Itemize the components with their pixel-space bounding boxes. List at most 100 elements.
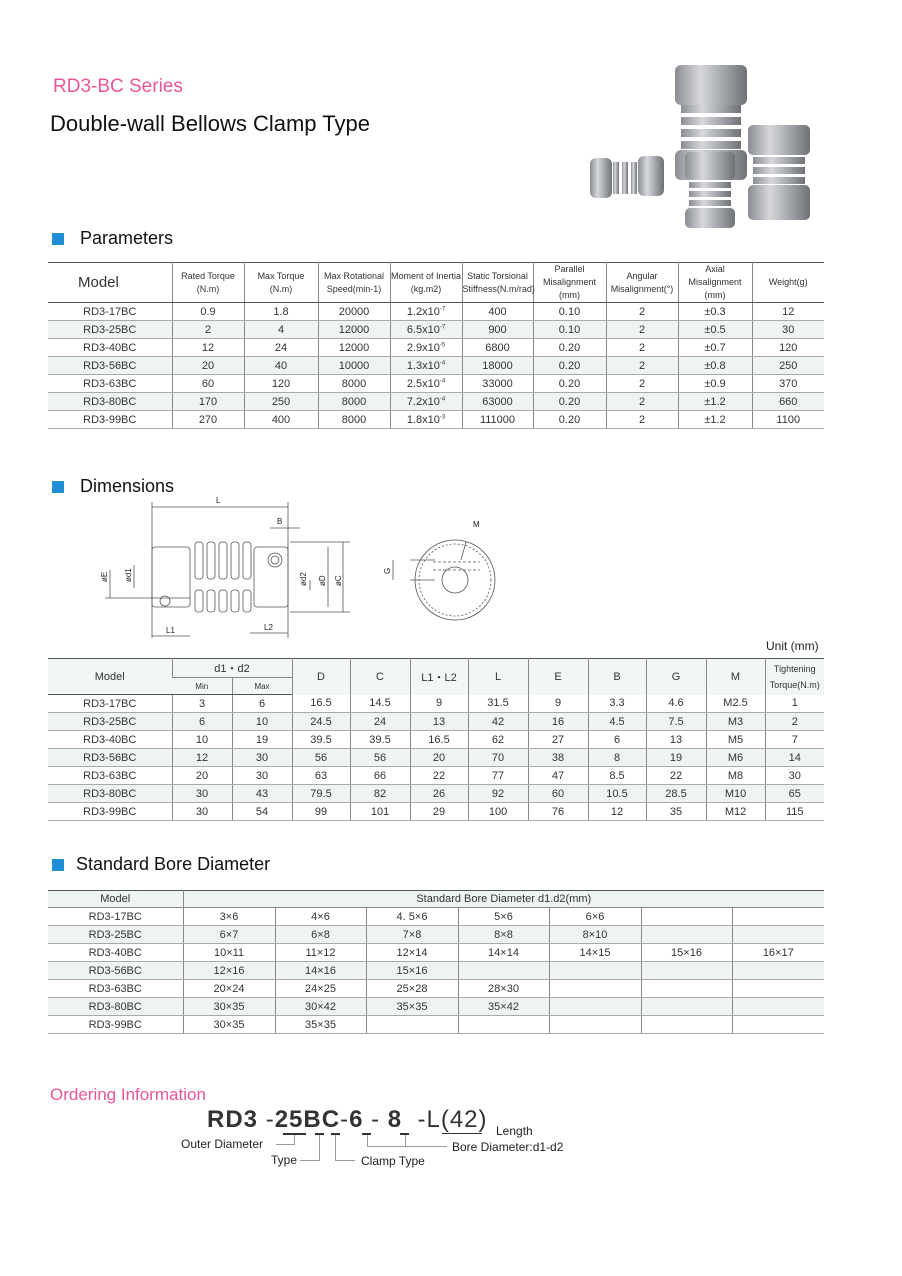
table-cell: 100 [467, 802, 529, 821]
column-header-line: Moment of Inertia [390, 270, 462, 281]
column-header: Rated Torque (N.m) [171, 262, 244, 303]
column-header: G [645, 658, 707, 695]
table-cell: 10.5 [587, 784, 647, 803]
table-cell: 270 [171, 410, 244, 429]
table-cell: 15×16 [365, 961, 458, 980]
table-cell: 63 [291, 766, 351, 785]
table-cell: 2 [605, 410, 678, 429]
table-cell: 8×8 [457, 925, 549, 944]
table-cell: 16×17 [731, 943, 825, 962]
table-cell: RD3-17BC [48, 302, 172, 321]
bore-heading-text: Standard Bore Diameter [76, 854, 271, 874]
table-cell: 35×35 [365, 997, 458, 1016]
table-cell: 1100 [751, 410, 824, 429]
table-cell: 20000 [317, 302, 390, 321]
inertia-base: 1.2x10 [406, 305, 440, 318]
table-cell: 6 [231, 694, 293, 713]
inertia-base: 1.3x10 [406, 359, 440, 372]
table-cell [640, 925, 732, 944]
table-cell: 12000 [317, 338, 390, 357]
label-L: L [216, 496, 221, 505]
side-view [105, 502, 496, 638]
ordering-heading: Ordering Information [50, 1085, 206, 1104]
table-cell: 63000 [461, 392, 533, 411]
unit-label: Unit (mm) [766, 639, 819, 653]
table-cell: 2 [605, 320, 678, 339]
table-cell: 9 [409, 694, 469, 713]
table-row: RD3-40BC 12 24 12000 2.9x10-5 6800 0.20 2 ±0.7 12… [48, 338, 824, 357]
page-title: Double-wall Bellows Clamp Type [50, 111, 370, 136]
table-cell [457, 1015, 549, 1034]
table-cell: ±1.2 [677, 410, 752, 429]
table-cell: 170 [171, 392, 244, 411]
table-row: RD3-25BC 6×7 6×8 7×8 8×8 8×10 [48, 925, 825, 944]
column-header-line: Misalignment(°) [610, 283, 674, 294]
parameters-heading: Parameters [52, 228, 173, 249]
code-d2: 8 [387, 1106, 403, 1133]
table-cell: 14 [764, 748, 825, 767]
label-d1: ød1 [124, 568, 133, 582]
table-cell: ±1.2 [677, 392, 752, 411]
column-header: Max Rotational Speed(min-1) [317, 262, 390, 303]
table-cell: 8×10 [548, 925, 641, 944]
table-cell: M2.5 [705, 694, 766, 713]
parameters-table: Model Rated Torque (N.m) Max Torque (N.m) Max… [48, 262, 824, 429]
table-cell: 99 [291, 802, 351, 821]
table-row: RD3-17BC 0.9 1.8 20000 1.2x10-7 400 0.10 2 ±0.3 1… [48, 302, 824, 321]
table-cell: 4.5 [587, 712, 647, 731]
table-cell: 12 [587, 802, 647, 821]
table-cell: 16 [527, 712, 589, 731]
table-cell: 42 [467, 712, 529, 731]
table-cell: RD3-25BC [48, 320, 172, 339]
table-cell: 250 [243, 392, 318, 411]
table-cell: 24 [243, 338, 318, 357]
table-cell: 77 [467, 766, 529, 785]
bore-heading: Standard Bore Diameter [52, 854, 270, 875]
table-cell: 31.5 [467, 694, 529, 713]
table-cell: 18000 [461, 356, 533, 375]
table-row: RD3-17BC 3×6 4×6 4. 5×6 5×6 6×6 [48, 907, 825, 926]
table-cell: 12 [171, 748, 232, 767]
table-cell: 2 [605, 338, 678, 357]
column-header-line: Axial Misalignment [688, 264, 742, 287]
code-type: B [303, 1106, 322, 1133]
table-cell: 15×16 [640, 943, 732, 962]
column-header: M [705, 658, 766, 695]
table-cell: 250 [751, 356, 824, 375]
column-header: Axial Misalignment (mm) [677, 262, 752, 303]
table-cell [731, 961, 825, 980]
table-cell [731, 907, 825, 926]
table-cell: ±0.9 [677, 374, 752, 393]
table-cell: 0.20 [532, 338, 606, 357]
inertia-exponent: -3 [439, 413, 446, 420]
table-row: RD3-40BC 10×11 11×12 12×14 14×14 14×15 15×16 16… [48, 943, 825, 962]
table-cell: 10 [231, 712, 293, 731]
column-header-line: (N.m) [196, 283, 220, 294]
table-cell: RD3-63BC [48, 766, 172, 785]
order-code: RD3 -25BC-6 - 8 -L(42) [207, 1106, 488, 1134]
table-cell [548, 1015, 641, 1034]
table-row: RD3-40BC 10 19 39.5 39.5 16.5 62 27 6 13 M5 7 [48, 730, 825, 749]
table-cell [731, 1015, 825, 1034]
table-cell: 70 [467, 748, 529, 767]
column-header-line: Model [78, 274, 119, 291]
table-cell: 66 [349, 766, 411, 785]
table-cell: 30×35 [182, 1015, 275, 1034]
table-row: RD3-99BC 30×35 35×35 [48, 1015, 825, 1034]
table-cell: M6 [705, 748, 766, 767]
table-cell: 6×6 [548, 907, 641, 926]
table-cell: 8000 [317, 374, 390, 393]
table-cell: 14×15 [548, 943, 641, 962]
label-B: B [277, 517, 282, 526]
table-cell: 3.3 [587, 694, 647, 713]
table-cell: 10000 [317, 356, 390, 375]
table-cell [640, 997, 732, 1016]
table-cell: 62 [467, 730, 529, 749]
table-cell: 120 [751, 338, 824, 357]
table-cell: 82 [349, 784, 411, 803]
table-cell: 43 [231, 784, 293, 803]
table-cell: 16.5 [291, 694, 351, 713]
code-sep: - [340, 1106, 350, 1133]
table-cell: 0.20 [532, 410, 606, 429]
